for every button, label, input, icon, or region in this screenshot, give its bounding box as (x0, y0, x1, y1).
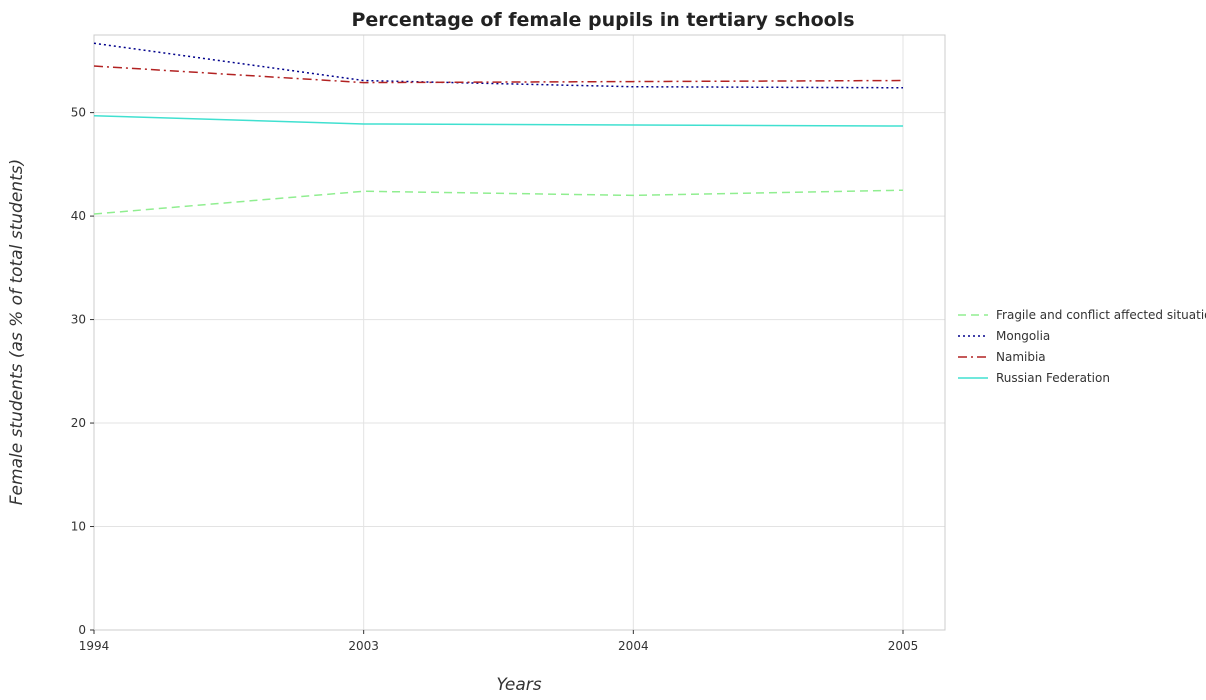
x-tick-label: 1994 (79, 639, 110, 653)
y-tick-label: 20 (71, 416, 86, 430)
series-lines (93, 42, 904, 215)
legend-label: Russian Federation (996, 371, 1110, 385)
y-tick-label: 10 (71, 520, 86, 534)
y-tick-label: 30 (71, 313, 86, 327)
x-axis-label: Years (496, 675, 541, 695)
series-line-fragile-and-conflict-affected-situations (93, 189, 904, 215)
x-tick-label: 2003 (348, 639, 379, 653)
series-line-russian-federation (93, 114, 904, 127)
grid (93, 35, 945, 631)
y-axis-label: Female students (as % of total students) (7, 159, 27, 505)
plot-area (93, 34, 946, 631)
series-line-mongolia (93, 42, 904, 89)
legend-label: Namibia (996, 350, 1046, 364)
series-line-namibia (93, 65, 904, 84)
x-tick-label: 2005 (888, 639, 919, 653)
y-tick-label: 0 (78, 623, 86, 637)
legend: Fragile and conflict affected situations… (958, 308, 1206, 385)
y-tick-label: 50 (71, 106, 86, 120)
x-tick-label: 2004 (618, 639, 649, 653)
chart-title: Percentage of female pupils in tertiary … (351, 9, 854, 31)
legend-label: Fragile and conflict affected situations (996, 308, 1206, 322)
x-axis-ticks: 1994 2003 2004 2005 (79, 630, 919, 653)
legend-label: Mongolia (996, 329, 1050, 343)
y-axis-ticks: 0 10 20 30 40 50 (71, 106, 94, 637)
y-tick-label: 40 (71, 209, 86, 223)
